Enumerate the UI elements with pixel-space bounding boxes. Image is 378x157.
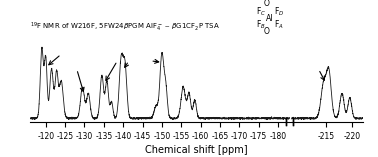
X-axis label: Chemical shift [ppm]: Chemical shift [ppm] — [145, 145, 248, 155]
Text: F$_B$    F$_A$: F$_B$ F$_A$ — [256, 19, 284, 31]
Text: Al: Al — [266, 14, 274, 23]
Text: $^{19}$F NMR of W216F, 5FW24$\beta$PGM AlF$_4^-$ ‒ $\beta$G1CF$_2$P TSA: $^{19}$F NMR of W216F, 5FW24$\beta$PGM A… — [30, 21, 220, 34]
Text: O: O — [263, 0, 270, 8]
Text: O: O — [263, 27, 270, 36]
Text: F$_C$    F$_D$: F$_C$ F$_D$ — [256, 5, 285, 18]
